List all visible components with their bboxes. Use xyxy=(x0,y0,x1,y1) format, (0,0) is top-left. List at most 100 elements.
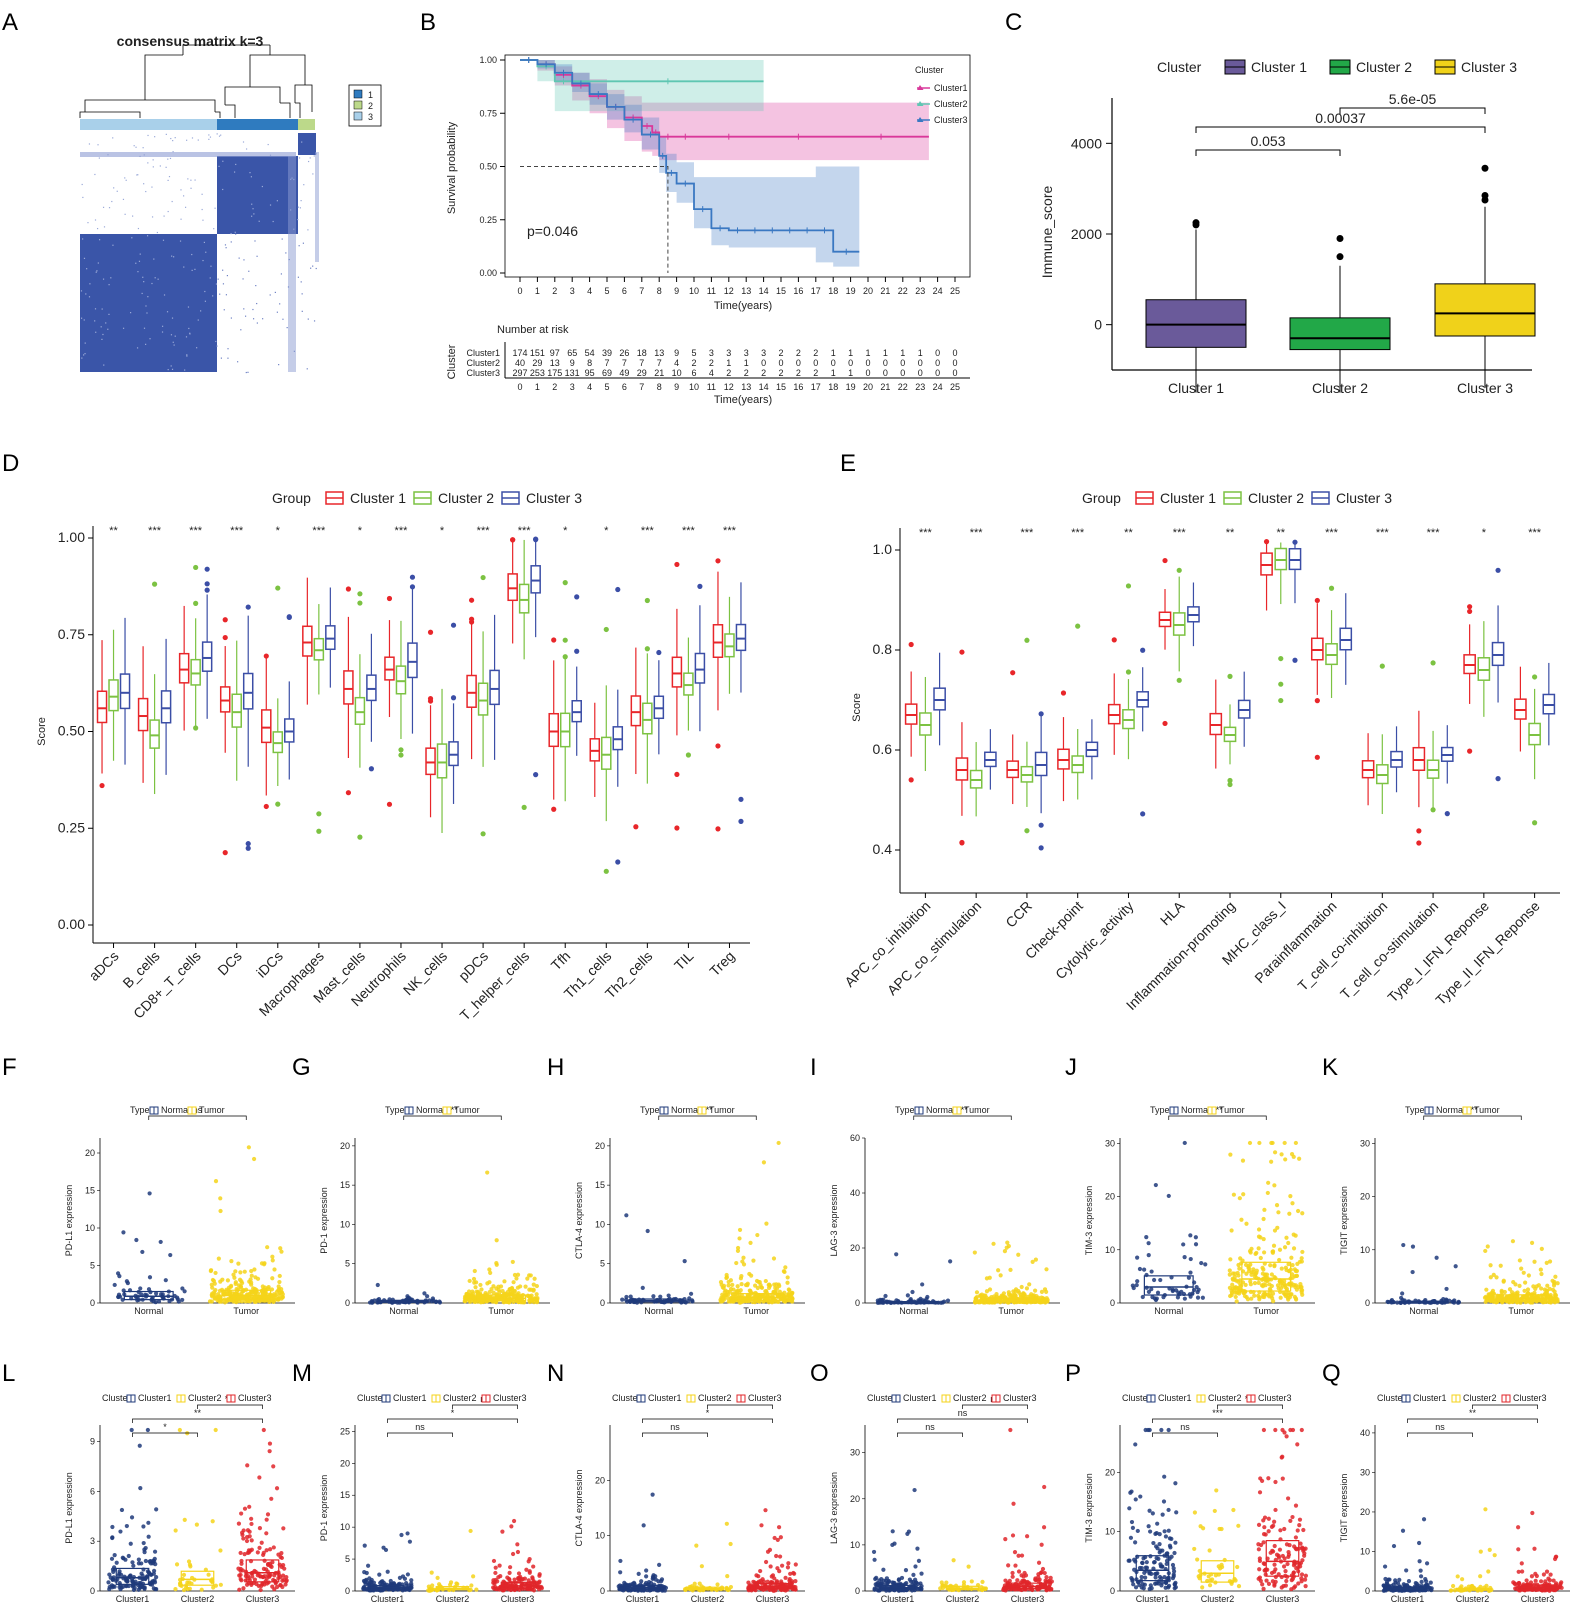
risk-value: 9 xyxy=(570,358,575,368)
data-point xyxy=(154,1507,159,1512)
data-point xyxy=(1135,1528,1140,1534)
data-point xyxy=(217,1294,222,1299)
risk-x-tick-label: 8 xyxy=(657,382,662,392)
group-Cluster3: Cluster3 xyxy=(746,1508,798,1604)
data-point xyxy=(501,1579,506,1584)
data-point xyxy=(218,1196,223,1201)
data-point xyxy=(1214,1488,1219,1493)
category-DCs: ***DCs xyxy=(214,525,254,978)
matrix-dot xyxy=(210,265,212,267)
matrix-dot xyxy=(249,172,251,174)
data-point xyxy=(249,1273,254,1278)
data-point xyxy=(715,1582,720,1587)
x-axis-title: Time(years) xyxy=(714,300,772,312)
y-tick-label: 10 xyxy=(340,1522,350,1532)
data-point xyxy=(666,1293,671,1298)
data-point xyxy=(1167,1536,1173,1541)
matrix-dot xyxy=(219,293,221,295)
legend-label: Cluster2 xyxy=(188,1393,222,1403)
data-point xyxy=(378,1580,383,1586)
data-point xyxy=(216,1256,221,1261)
matrix-dot xyxy=(209,277,211,279)
data-point xyxy=(110,1535,115,1541)
legend-swatch xyxy=(353,111,363,121)
matrix-dot xyxy=(132,215,134,217)
data-point xyxy=(786,1561,791,1566)
data-point xyxy=(255,1550,260,1555)
matrix-dot xyxy=(315,267,317,270)
data-point xyxy=(274,1486,280,1491)
matrix-dot xyxy=(201,193,203,195)
data-point xyxy=(1195,1557,1200,1562)
data-point xyxy=(211,1585,216,1590)
data-point xyxy=(1284,1578,1289,1584)
data-point xyxy=(267,1449,272,1454)
data-point xyxy=(628,1294,633,1299)
annotation-cluster1 xyxy=(217,119,298,130)
box-body xyxy=(1143,1275,1194,1296)
matrix-dot xyxy=(82,238,84,240)
data-point xyxy=(728,1278,733,1283)
data-point xyxy=(925,1294,930,1300)
data-point xyxy=(1021,1292,1026,1298)
significance-label: *** xyxy=(641,525,655,537)
category-iDCs: * iDCs xyxy=(253,525,295,981)
y-tick-label: 9 xyxy=(90,1437,95,1447)
data-point xyxy=(1494,1275,1499,1280)
data-point xyxy=(726,1292,731,1297)
x-tick-label: iDCs xyxy=(253,948,286,981)
box-body xyxy=(548,712,559,748)
data-point xyxy=(224,1291,229,1296)
box-body xyxy=(724,633,735,658)
matrix-dot xyxy=(272,220,274,223)
box-Cluster 2: Cluster 2 xyxy=(1289,235,1391,396)
matrix-dot xyxy=(102,278,105,280)
data-point xyxy=(783,1265,788,1270)
matrix-dot xyxy=(234,231,236,233)
x-tick-label: 22 xyxy=(898,286,908,296)
risk-value: 0 xyxy=(900,368,905,378)
data-point xyxy=(1166,1528,1171,1533)
data-point xyxy=(515,1549,521,1555)
data-point xyxy=(1233,1294,1238,1300)
data-point xyxy=(279,1249,284,1254)
matrix-dot xyxy=(163,294,166,296)
legend-label: Tumor xyxy=(199,1105,225,1115)
legend-label: Normal xyxy=(1436,1105,1465,1115)
data-point xyxy=(1272,1264,1277,1269)
data-point xyxy=(497,1563,502,1568)
data-point xyxy=(1525,1287,1531,1292)
category-aDCs: **aDCs xyxy=(86,525,131,984)
matrix-dot xyxy=(124,177,126,179)
data-point xyxy=(1291,1585,1297,1590)
data-point xyxy=(209,1292,214,1298)
significance-label: * xyxy=(276,525,281,537)
matrix-dot xyxy=(88,143,91,145)
y-tick-label: 20 xyxy=(85,1148,95,1158)
outlier xyxy=(1532,820,1538,826)
data-point xyxy=(361,1586,366,1591)
comparison-bracket xyxy=(1195,126,1486,133)
outlier xyxy=(286,614,292,620)
matrix-dot xyxy=(220,357,222,359)
risk-value: 0 xyxy=(883,368,888,378)
box-body xyxy=(245,1559,280,1583)
comparison-bracket xyxy=(913,1115,1012,1120)
data-point xyxy=(249,1538,254,1543)
matrix-dot xyxy=(94,308,97,310)
significance-label: * xyxy=(358,525,363,537)
box-body xyxy=(242,672,254,710)
x-tick-label: Tfh xyxy=(548,948,574,974)
data-point xyxy=(529,1293,534,1298)
box-body xyxy=(448,741,459,767)
outlier xyxy=(533,772,539,778)
y-tick-label: 0.50 xyxy=(479,162,497,172)
data-point xyxy=(229,1259,234,1264)
data-point xyxy=(1161,1295,1166,1300)
outlier xyxy=(468,597,475,603)
data-point xyxy=(1300,1211,1305,1216)
legend: Type Normal Tumor xyxy=(640,1105,735,1115)
data-point xyxy=(249,1547,254,1552)
data-point xyxy=(156,1299,162,1304)
category-Treg: ***Treg xyxy=(706,525,747,979)
